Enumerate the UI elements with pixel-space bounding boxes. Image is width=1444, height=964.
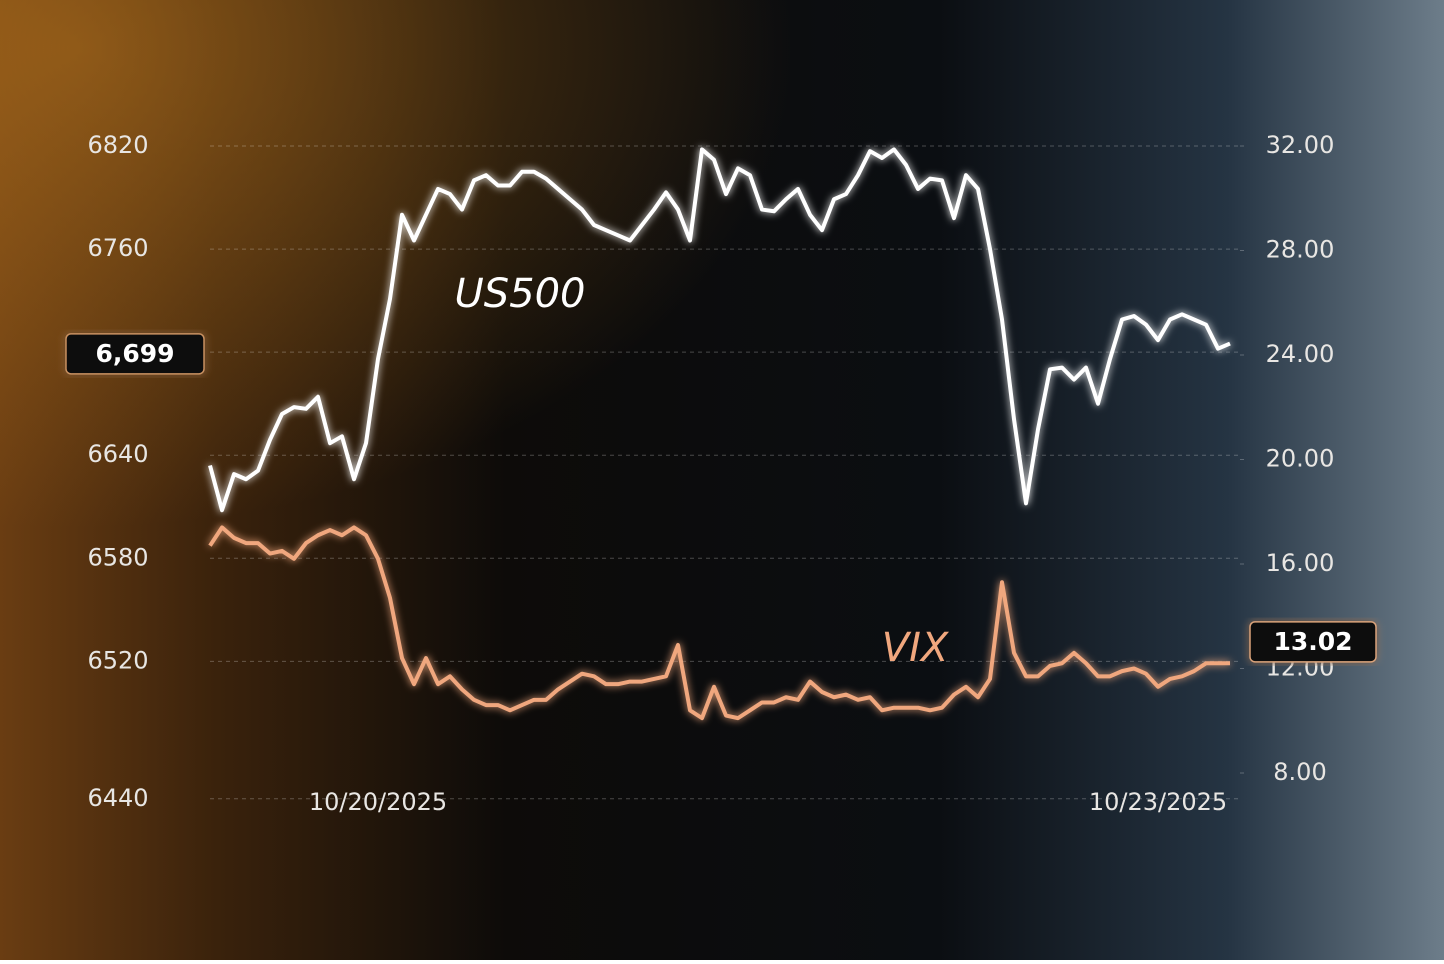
y2-tick-label: 32.00 — [1266, 131, 1335, 159]
series-line — [208, 147, 1231, 513]
y-tick-label: 6580 — [87, 543, 148, 571]
current-value-badge — [65, 333, 205, 375]
current-value-label: 13.02 — [1273, 627, 1352, 656]
series-line — [208, 525, 1230, 721]
x-tick-label: 10/23/2025 — [1089, 788, 1227, 816]
y-tick-label: 6820 — [87, 131, 148, 159]
series-label: US500 — [454, 271, 585, 317]
y2-tick-label: 24.00 — [1266, 340, 1335, 368]
x-tick-label: 10/20/2025 — [309, 788, 447, 816]
y-tick-label: 6520 — [87, 646, 148, 674]
current-value-badge — [1249, 621, 1377, 663]
y-tick-label: 6440 — [87, 784, 148, 812]
y2-tick-label: 8.00 — [1273, 758, 1326, 786]
current-value-label: 6,699 — [95, 339, 174, 368]
y-tick-label: 6640 — [87, 440, 148, 468]
y2-tick-label: 20.00 — [1266, 445, 1335, 473]
y2-tick-label: 28.00 — [1266, 236, 1335, 264]
y-tick-label: 6760 — [87, 234, 148, 262]
series-label: VIX — [882, 625, 950, 671]
y2-tick-label: 16.00 — [1266, 549, 1335, 577]
